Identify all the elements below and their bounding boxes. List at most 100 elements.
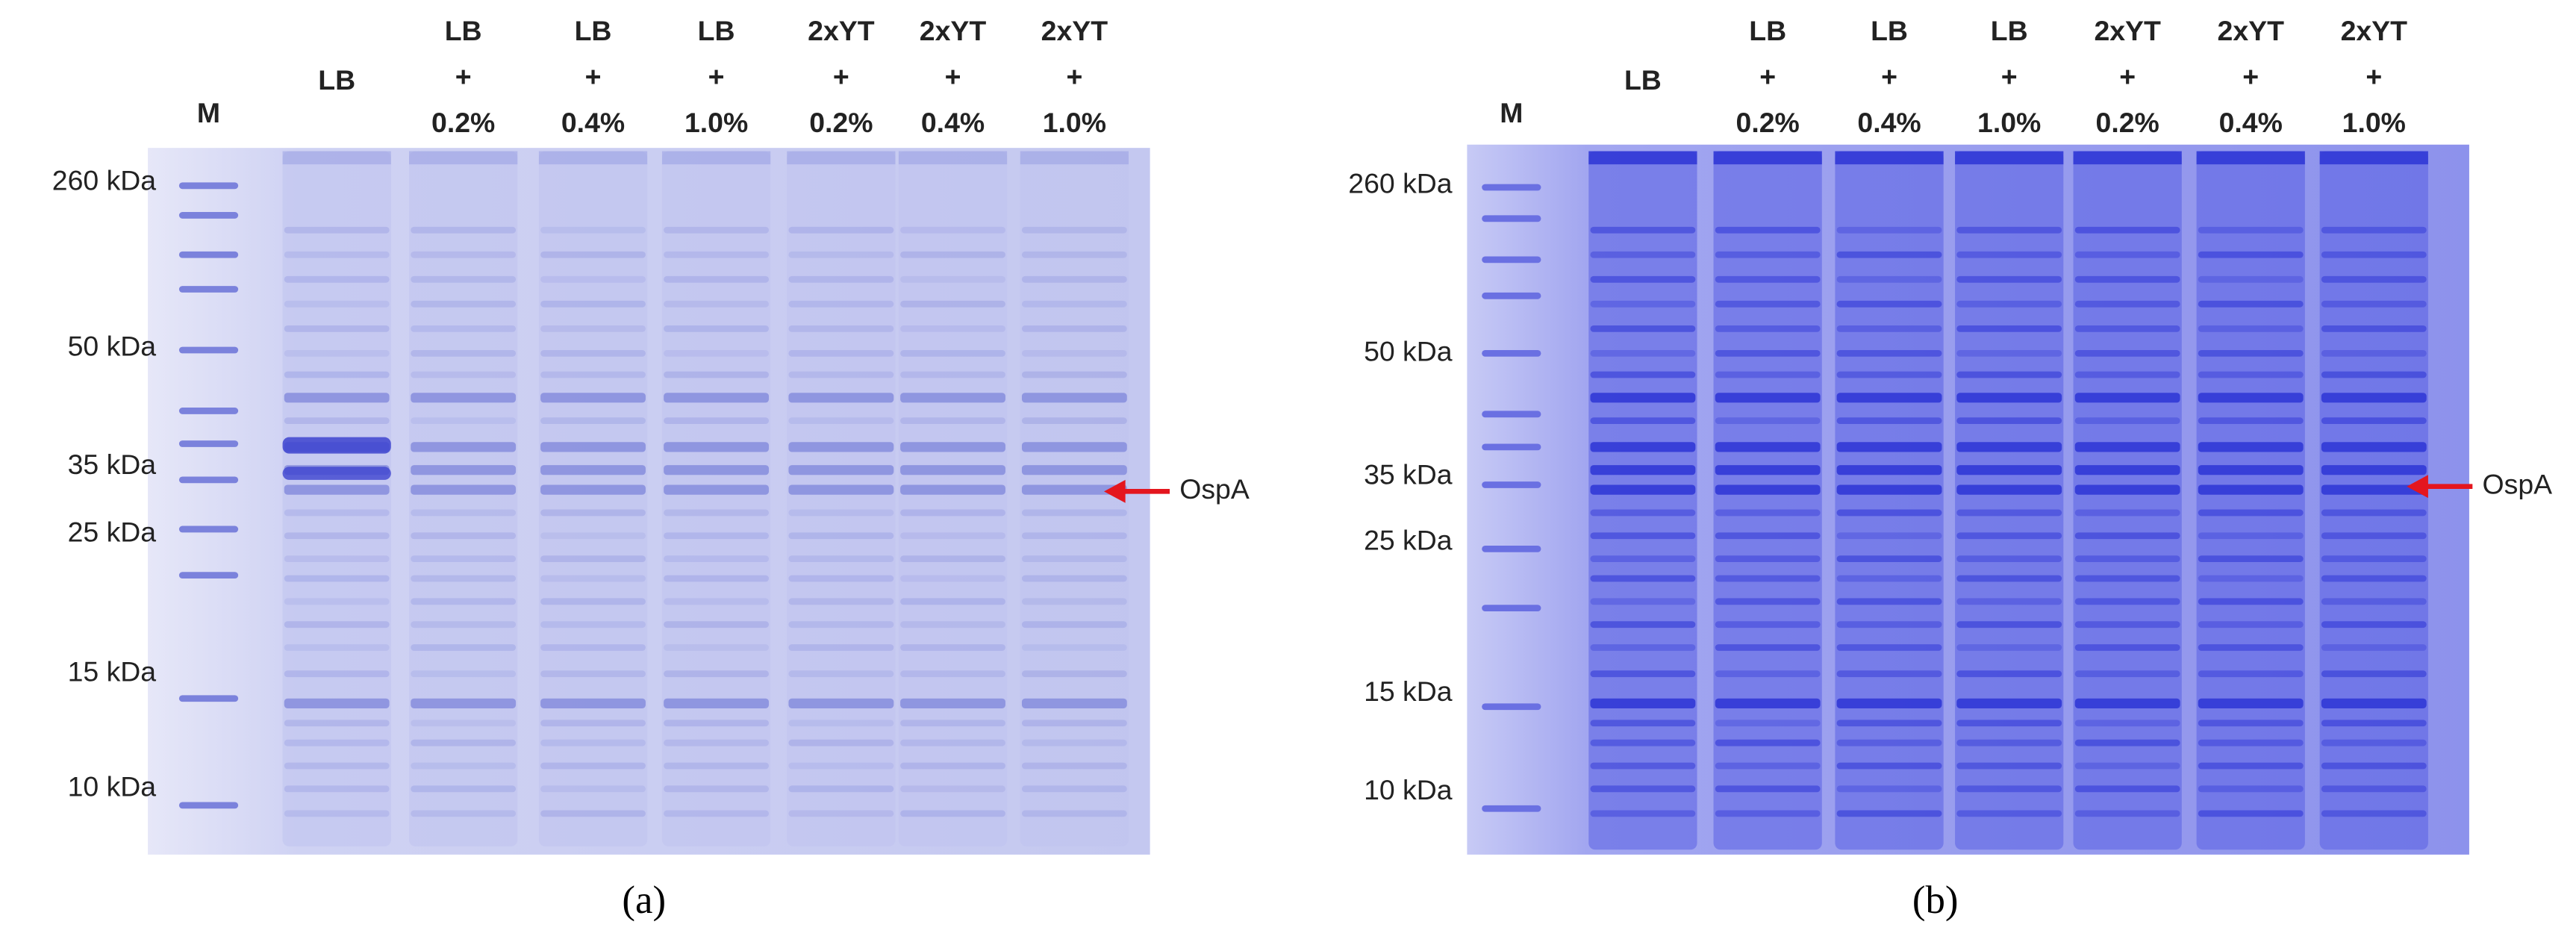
band xyxy=(1590,810,1696,817)
band xyxy=(664,785,770,793)
band xyxy=(900,300,1005,308)
band xyxy=(2321,371,2427,378)
lane-label: 2xYT xyxy=(808,15,875,46)
band xyxy=(2321,810,2427,817)
lane xyxy=(409,151,518,846)
lane-label: + xyxy=(2119,61,2136,93)
band xyxy=(411,251,517,258)
band xyxy=(788,442,894,452)
band xyxy=(284,509,390,517)
band xyxy=(2074,226,2180,234)
band xyxy=(664,532,770,540)
band xyxy=(284,300,390,308)
band xyxy=(788,371,894,378)
band xyxy=(1836,532,1942,540)
band xyxy=(2321,720,2427,727)
band xyxy=(1715,698,1821,708)
band xyxy=(1836,810,1942,817)
band xyxy=(1836,442,1942,452)
lane xyxy=(898,151,1008,846)
band xyxy=(411,532,517,540)
band xyxy=(1715,762,1821,770)
lane xyxy=(661,151,771,846)
band xyxy=(1956,417,2062,425)
band xyxy=(1715,325,1821,332)
band xyxy=(1021,575,1127,582)
band xyxy=(1021,325,1127,332)
band xyxy=(540,325,646,332)
band xyxy=(540,509,646,517)
band xyxy=(900,442,1005,452)
band xyxy=(2198,484,2304,495)
lane-label: 0.2% xyxy=(431,107,495,138)
marker-label: 10 kDa xyxy=(68,771,157,802)
band xyxy=(284,621,390,629)
band xyxy=(1021,739,1127,746)
band xyxy=(284,739,390,746)
band xyxy=(1956,644,2062,651)
band xyxy=(284,325,390,332)
marker-band xyxy=(178,525,239,533)
band xyxy=(2321,555,2427,562)
band xyxy=(1021,555,1127,562)
band xyxy=(788,762,894,770)
band xyxy=(1021,720,1127,727)
band xyxy=(2198,739,2304,746)
band xyxy=(788,810,894,817)
band xyxy=(411,621,517,629)
band xyxy=(411,598,517,605)
band xyxy=(900,621,1005,629)
band xyxy=(664,509,770,517)
marker-band xyxy=(1482,545,1541,552)
band xyxy=(284,785,390,793)
band xyxy=(1590,417,1696,425)
marker-band xyxy=(1482,481,1541,488)
band xyxy=(284,226,390,234)
band xyxy=(2074,251,2180,258)
band xyxy=(1021,509,1127,517)
well xyxy=(538,151,648,165)
well xyxy=(1713,151,1822,165)
band xyxy=(540,785,646,793)
lane xyxy=(787,151,896,846)
arrow-head xyxy=(2407,475,2428,499)
band xyxy=(411,698,517,708)
band xyxy=(2321,598,2427,605)
band xyxy=(900,698,1005,708)
band xyxy=(900,465,1005,475)
lane-label: 2xYT xyxy=(1041,15,1108,46)
band xyxy=(2074,465,2180,475)
caption: (a) xyxy=(622,879,666,922)
band xyxy=(1956,251,2062,258)
band xyxy=(1836,393,1942,403)
band xyxy=(1715,275,1821,283)
band xyxy=(540,532,646,540)
band xyxy=(282,467,391,480)
band xyxy=(1836,698,1942,708)
band xyxy=(2198,509,2304,517)
band xyxy=(2321,275,2427,283)
band xyxy=(2198,621,2304,629)
band xyxy=(1836,371,1942,378)
band xyxy=(2321,532,2427,540)
marker-label: 10 kDa xyxy=(1364,774,1453,805)
band xyxy=(788,300,894,308)
band xyxy=(411,555,517,562)
band xyxy=(1590,532,1696,540)
band xyxy=(2198,300,2304,308)
band xyxy=(1715,644,1821,651)
marker-band xyxy=(1482,256,1541,263)
band xyxy=(788,575,894,582)
band xyxy=(1956,762,2062,770)
band xyxy=(1021,698,1127,708)
lane-label: LB xyxy=(1871,15,1908,46)
band xyxy=(1956,598,2062,605)
marker-label: 35 kDa xyxy=(68,449,157,480)
band xyxy=(1590,226,1696,234)
band xyxy=(2198,393,2304,403)
lane-label: + xyxy=(1759,61,1776,93)
band xyxy=(788,393,894,403)
band xyxy=(284,598,390,605)
band xyxy=(900,720,1005,727)
band xyxy=(2074,555,2180,562)
